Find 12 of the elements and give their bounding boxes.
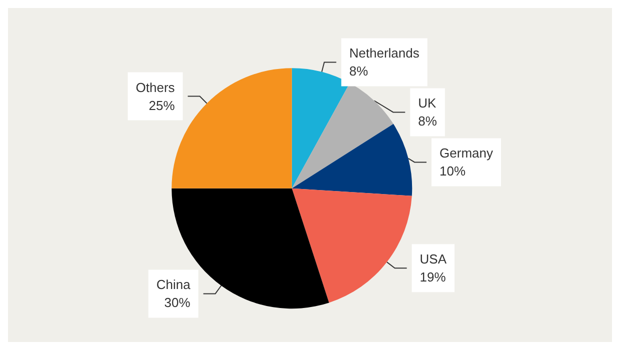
data-label: 25% — [148, 98, 176, 113]
slice-label: Germany — [440, 146, 494, 161]
data-label: 30% — [164, 295, 191, 310]
slice-label: UK — [418, 96, 437, 111]
data-label: 10% — [440, 164, 466, 179]
data-label: 8% — [418, 114, 438, 129]
slice-label: Others — [136, 80, 176, 95]
slice-label: China — [156, 277, 192, 292]
data-label: 19% — [420, 270, 446, 285]
slice-label: Netherlands — [349, 46, 420, 61]
data-label: 8% — [349, 64, 368, 79]
slice-label: USA — [420, 252, 447, 267]
